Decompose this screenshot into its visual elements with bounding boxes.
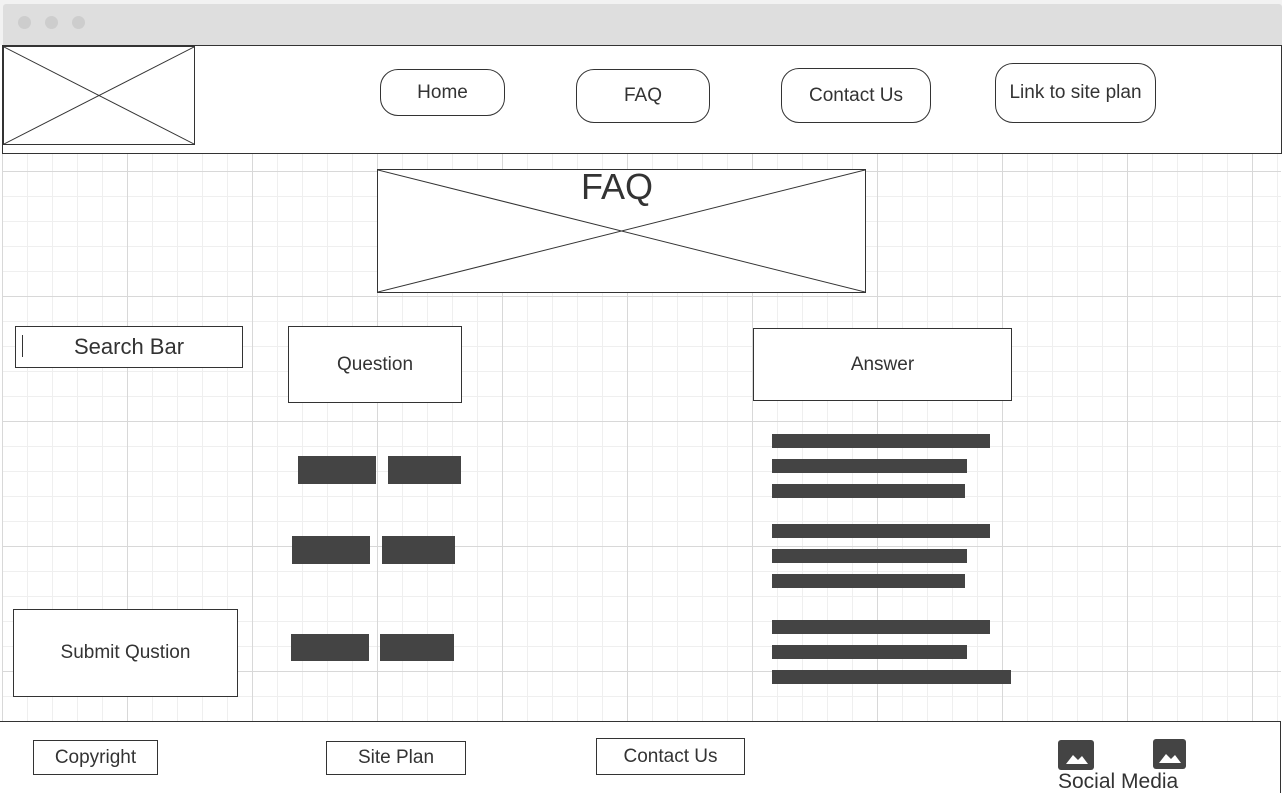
footer-site-plan-link[interactable]: Site Plan (326, 741, 466, 775)
question-text-block (382, 536, 455, 564)
window-close-dot[interactable] (18, 16, 31, 29)
answer-text-line (772, 670, 1011, 684)
question-text-block (292, 536, 370, 564)
search-label: Search Bar (73, 334, 185, 359)
footer-contact-link[interactable]: Contact Us (596, 738, 745, 775)
window-minimize-dot[interactable] (45, 16, 58, 29)
nav-faq-button[interactable]: FAQ (576, 69, 710, 123)
answer-text-line (772, 459, 967, 473)
nav-contact-button[interactable]: Contact Us (781, 68, 931, 123)
submit-question-button[interactable]: Submit Qustion (13, 609, 238, 697)
question-text-block (291, 634, 369, 661)
question-text-block (298, 456, 376, 484)
hero-title: FAQ (580, 166, 654, 207)
social-image-icon[interactable] (1153, 739, 1186, 769)
logo-placeholder-icon (3, 46, 195, 145)
nav-home-button[interactable]: Home (380, 69, 505, 116)
answer-text-line (772, 645, 967, 659)
footer-copyright[interactable]: Copyright (33, 740, 158, 775)
hero-image-placeholder-icon (377, 169, 866, 293)
search-input[interactable]: Search Bar (15, 326, 243, 368)
question-header: Question (288, 326, 462, 403)
social-media-label: Social Media (1058, 770, 1179, 793)
nav-site-plan-link[interactable]: Link to site plan (995, 63, 1156, 123)
answer-text-line (772, 524, 990, 538)
answer-header: Answer (753, 328, 1012, 401)
social-image-icon[interactable] (1058, 740, 1094, 770)
answer-text-line (772, 434, 990, 448)
question-text-block (388, 456, 461, 484)
window-titlebar-bar (3, 4, 1282, 45)
answer-text-line (772, 574, 965, 588)
text-cursor (22, 335, 23, 357)
window-maximize-dot[interactable] (72, 16, 85, 29)
question-text-block (380, 634, 454, 661)
answer-text-line (772, 620, 990, 634)
answer-text-line (772, 484, 965, 498)
answer-text-line (772, 549, 967, 563)
